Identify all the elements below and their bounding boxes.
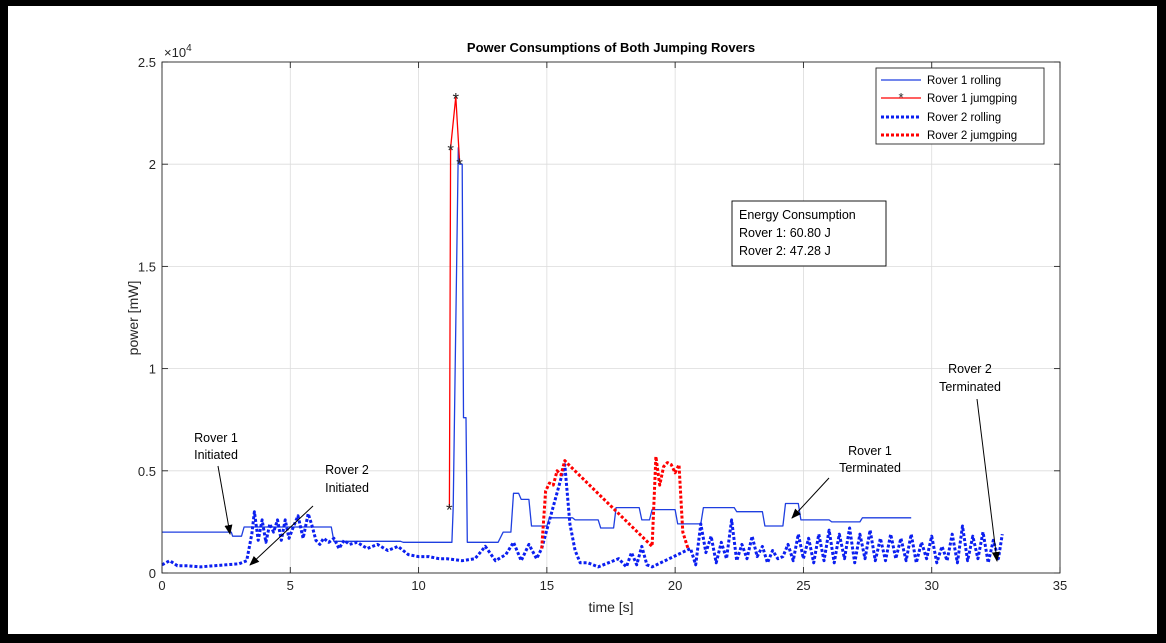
x-axis-label: time [s] bbox=[588, 599, 633, 615]
legend-entry-rover1-rolling: Rover 1 rolling bbox=[881, 75, 1001, 87]
legend-label: Rover 1 rolling bbox=[927, 75, 1001, 87]
legend-entry-rover2-jumping: Rover 2 jumgping bbox=[881, 130, 1017, 142]
x-tick-label: 25 bbox=[796, 578, 810, 593]
axes-box bbox=[161, 61, 1061, 574]
star-data-point: * bbox=[452, 90, 459, 109]
plot-area bbox=[162, 62, 1060, 573]
annotation-rover2-terminated: Rover 2 Terminated bbox=[939, 362, 1001, 562]
info-box-line: Rover 2: 47.28 J bbox=[739, 244, 831, 258]
x-tick-label: 5 bbox=[287, 578, 294, 593]
x-tick-label: 30 bbox=[924, 578, 938, 593]
annotation-arrow bbox=[791, 477, 830, 519]
energy-info-box: Energy Consumption Rover 1: 60.80 J Rove… bbox=[731, 200, 887, 267]
x-tick-label: 15 bbox=[540, 578, 554, 593]
annotation-arrow bbox=[976, 398, 1000, 562]
chart-title: Power Consumptions of Both Jumping Rover… bbox=[467, 40, 755, 55]
annotation-rover1-initiated: Rover 1 Initiated bbox=[194, 431, 238, 535]
annotation-line: Rover 2 bbox=[948, 362, 992, 376]
y-tick-label: 2.5 bbox=[138, 55, 156, 70]
x-tick-label: 20 bbox=[668, 578, 682, 593]
legend-entry-rover2-rolling: Rover 2 rolling bbox=[881, 112, 1001, 124]
annotation-line: Initiated bbox=[325, 481, 369, 495]
y-exponent-base: ×104 bbox=[164, 43, 192, 60]
y-tick-label: 1 bbox=[149, 362, 156, 377]
legend-entry-rover1-jumping: * Rover 1 jumgping bbox=[881, 90, 1017, 105]
legend-label: Rover 2 rolling bbox=[927, 112, 1001, 124]
annotation-line: Rover 2 bbox=[325, 463, 369, 477]
legend-label: Rover 2 jumgping bbox=[927, 130, 1017, 142]
x-tick-label: 35 bbox=[1053, 578, 1067, 593]
annotation-line: Terminated bbox=[939, 380, 1001, 394]
annotation-line: Rover 1 bbox=[848, 444, 892, 458]
x-tick-label: 10 bbox=[411, 578, 425, 593]
info-box-line: Rover 1: 60.80 J bbox=[739, 226, 831, 240]
annotation-arrow bbox=[249, 505, 314, 566]
annotation-line: Terminated bbox=[839, 461, 901, 475]
legend: Rover 1 rolling * Rover 1 jumgping Rover… bbox=[875, 67, 1045, 145]
annotation-arrow bbox=[217, 465, 233, 535]
y-tick-label: 0.5 bbox=[138, 464, 156, 479]
info-box-line: Energy Consumption bbox=[739, 208, 856, 222]
star-data-point: * bbox=[447, 141, 454, 160]
star-data-point: * bbox=[456, 155, 463, 174]
legend-frame bbox=[875, 67, 1045, 145]
series-line-4 bbox=[540, 455, 690, 549]
y-tick-label: 1.5 bbox=[138, 259, 156, 274]
annotation-line: Initiated bbox=[194, 448, 238, 462]
y-tick-label: 2 bbox=[149, 157, 156, 172]
legend-label: Rover 1 jumgping bbox=[927, 93, 1017, 105]
series-line-2 bbox=[448, 96, 461, 508]
y-tick-label: 0 bbox=[149, 566, 156, 581]
ticks-layer: 0 5 10 15 20 25 30 35 0 0.5 1 1.5 2 2.5 bbox=[138, 55, 1067, 593]
info-box-frame bbox=[731, 200, 887, 267]
series-layer: **** bbox=[161, 90, 1004, 569]
annotation-rover1-terminated: Rover 1 Terminated bbox=[791, 444, 901, 519]
annotation-line: Rover 1 bbox=[194, 431, 238, 445]
series-line-3 bbox=[161, 463, 1004, 569]
y-axis-label: power [mW] bbox=[125, 281, 141, 356]
star-data-point: * bbox=[446, 501, 453, 520]
star-marker-icon: * bbox=[898, 90, 903, 105]
x-tick-label: 0 bbox=[158, 578, 165, 593]
annotation-rover2-initiated: Rover 2 Initiated bbox=[249, 463, 369, 566]
